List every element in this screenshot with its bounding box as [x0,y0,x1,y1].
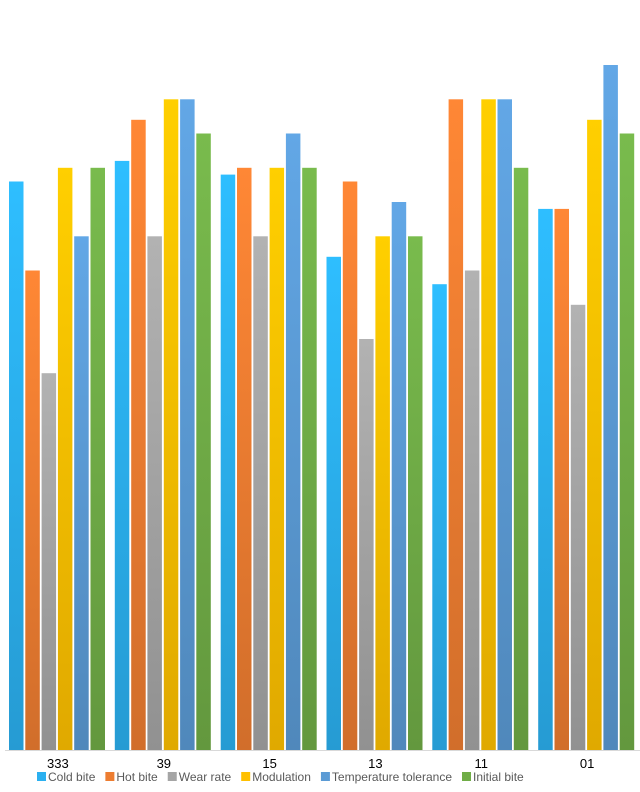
x-tick-label: 11 [475,756,489,771]
legend-swatch-modulation [241,772,251,781]
bar-cold-bite-39 [114,160,130,750]
bar-cold-bite-333 [9,181,24,750]
bar-modulation-11 [481,99,496,751]
bar-cold-bite-13 [326,256,341,750]
bar-hot-bite-333 [25,270,40,750]
legend-label: Temperature tolerance [332,770,452,784]
legend-label: Cold bite [48,770,96,784]
bar-wear-rate-333 [41,373,57,750]
legend-swatch-temperature-tolerance [320,772,330,781]
bar-initial-bite-01 [619,133,635,750]
bar-hot-bite-11 [448,99,464,751]
x-tick-label: 39 [157,756,171,771]
bar-modulation-01 [587,119,602,751]
bar-hot-bite-01 [554,208,569,750]
bar-temperature-tolerance-333 [74,236,89,751]
x-tick-label: 13 [368,756,382,771]
x-tick-label: 333 [47,756,69,771]
bar-temperature-tolerance-15 [285,133,301,750]
legend-swatch-hot-bite [105,772,115,781]
bar-cold-bite-15 [220,174,236,751]
legend-label: Initial bite [473,770,524,784]
bar-initial-bite-11 [513,167,529,751]
bar-wear-rate-15 [253,236,268,751]
bar-hot-bite-39 [131,119,146,751]
legend-swatch-cold-bite [37,772,46,781]
bar-modulation-333 [57,167,73,751]
bar-initial-bite-15 [302,167,317,751]
bar-initial-bite-39 [196,133,211,750]
bar-wear-rate-39 [147,236,162,751]
bar-modulation-39 [163,99,179,751]
bar-cold-bite-01 [538,208,553,750]
bars-group [9,65,635,751]
bar-wear-rate-01 [570,304,586,751]
bar-hot-bite-13 [342,181,358,750]
legend-label: Hot bite [116,770,158,784]
bar-initial-bite-13 [408,236,423,751]
bar-cold-bite-11 [432,284,447,750]
legend-swatch-initial-bite [462,772,471,781]
legend-label: Modulation [252,770,311,784]
bar-temperature-tolerance-39 [180,99,195,751]
x-tick-labels: 333 39 15 13 11 01 [47,756,594,771]
x-tick-label: 15 [262,756,276,771]
bar-modulation-15 [269,167,285,751]
legend-swatch-wear-rate [167,772,177,781]
bar-temperature-tolerance-13 [391,202,407,750]
bar-initial-bite-333 [90,167,105,751]
bar-temperature-tolerance-01 [603,65,618,750]
x-tick-label: 01 [580,756,594,771]
bar-modulation-13 [375,236,390,751]
legend-label: Wear rate [179,770,232,784]
bar-temperature-tolerance-11 [497,99,512,751]
bar-wear-rate-11 [464,270,480,750]
legend: Cold bite Hot bite Wear rate Modulation Temp… [37,770,524,784]
bar-wear-rate-13 [359,339,374,750]
bar-hot-bite-15 [237,167,252,751]
